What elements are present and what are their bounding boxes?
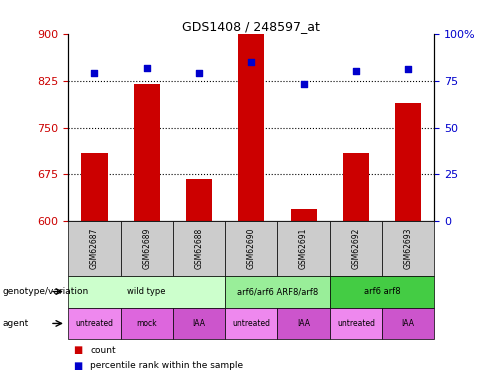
Text: ■: ■ <box>73 361 82 371</box>
Title: GDS1408 / 248597_at: GDS1408 / 248597_at <box>183 20 320 33</box>
Text: GSM62690: GSM62690 <box>247 228 256 269</box>
Bar <box>238 34 264 221</box>
Bar <box>186 179 212 221</box>
Point <box>247 59 255 65</box>
Text: GSM62692: GSM62692 <box>351 228 361 269</box>
Text: agent: agent <box>2 319 29 328</box>
Point <box>143 64 151 70</box>
Text: genotype/variation: genotype/variation <box>2 287 89 296</box>
Text: GSM62687: GSM62687 <box>90 228 99 269</box>
Text: IAA: IAA <box>297 319 310 328</box>
Text: GSM62688: GSM62688 <box>195 228 203 269</box>
Text: percentile rank within the sample: percentile rank within the sample <box>90 361 244 370</box>
Bar <box>343 153 369 221</box>
Text: wild type: wild type <box>127 287 166 296</box>
Text: IAA: IAA <box>193 319 205 328</box>
Point <box>404 66 412 72</box>
Point <box>352 68 360 74</box>
Text: GSM62689: GSM62689 <box>142 228 151 269</box>
Bar <box>395 102 421 221</box>
Text: IAA: IAA <box>402 319 415 328</box>
Point <box>91 70 99 76</box>
Bar <box>290 209 317 221</box>
Point <box>300 81 307 87</box>
Text: count: count <box>90 346 116 355</box>
Bar <box>81 153 107 221</box>
Bar <box>134 84 160 221</box>
Text: mock: mock <box>137 319 157 328</box>
Text: GSM62693: GSM62693 <box>404 228 413 269</box>
Text: GSM62691: GSM62691 <box>299 228 308 269</box>
Text: untreated: untreated <box>337 319 375 328</box>
Text: arf6 arf8: arf6 arf8 <box>364 287 400 296</box>
Text: arf6/arf6 ARF8/arf8: arf6/arf6 ARF8/arf8 <box>237 287 318 296</box>
Text: ■: ■ <box>73 345 82 355</box>
Point <box>195 70 203 76</box>
Text: untreated: untreated <box>76 319 114 328</box>
Text: untreated: untreated <box>232 319 270 328</box>
